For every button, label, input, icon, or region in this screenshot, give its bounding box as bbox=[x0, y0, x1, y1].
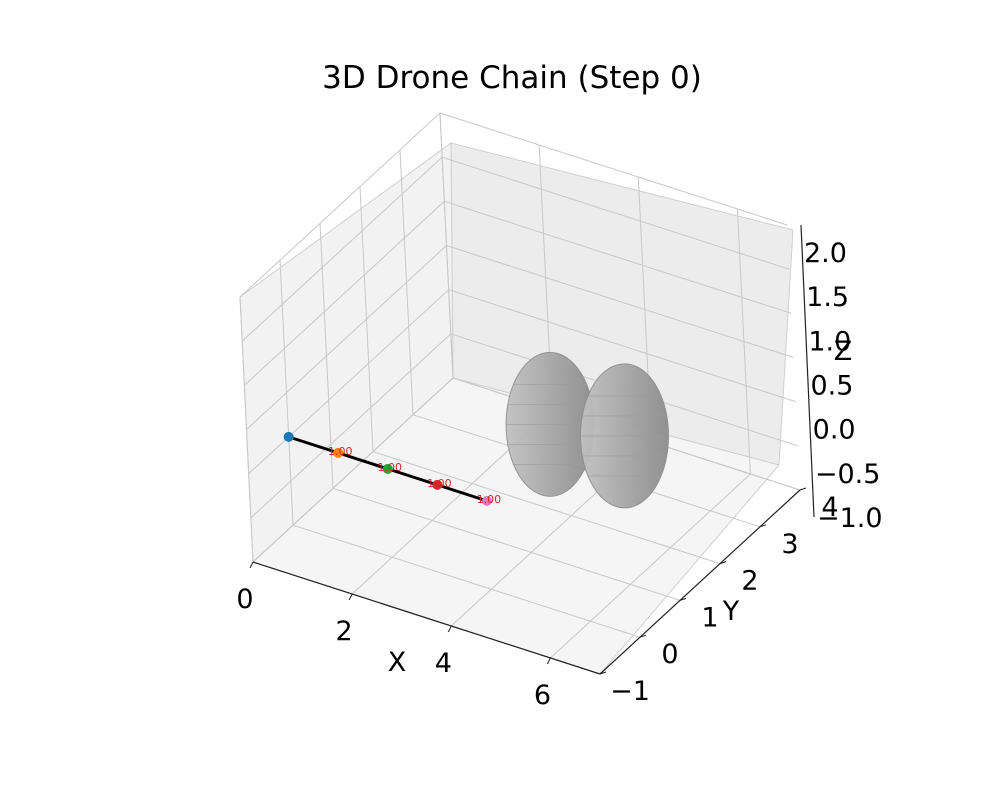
drone-distance-label: 1.00 bbox=[477, 493, 502, 506]
z-tick-label: −0.5 bbox=[815, 459, 881, 490]
x-tick-mark bbox=[447, 625, 452, 633]
drone-point bbox=[333, 447, 344, 458]
y-axis-label: Y bbox=[722, 596, 740, 627]
z-axis-label: Z bbox=[834, 336, 853, 367]
y-tick-label: 4 bbox=[821, 492, 838, 523]
x-tick-label: 0 bbox=[236, 584, 253, 615]
z-tick-label: 0.5 bbox=[811, 371, 854, 402]
y-tick-label: 2 bbox=[741, 566, 758, 597]
grid-line-z bbox=[246, 244, 794, 430]
drone-point bbox=[283, 431, 294, 442]
grid-line-z bbox=[243, 200, 792, 386]
grid-line-y bbox=[332, 487, 681, 601]
y-axis-line bbox=[599, 489, 801, 675]
axis-lines bbox=[252, 224, 815, 675]
grid-line-y bbox=[372, 451, 721, 565]
drone-distance-label: 1.00 bbox=[328, 445, 353, 458]
y-tick-mark bbox=[719, 561, 727, 565]
grid-line-z bbox=[250, 333, 798, 519]
z-axis-line bbox=[800, 224, 815, 518]
drone-distance-label: 1.00 bbox=[427, 477, 452, 490]
x-tick-mark bbox=[348, 593, 353, 601]
x-tick-mark bbox=[546, 657, 551, 665]
y-tick-mark bbox=[679, 597, 687, 601]
grid-line-z bbox=[239, 112, 788, 298]
drone-distance-label: 1.00 bbox=[378, 461, 403, 474]
y-tick-mark bbox=[799, 487, 807, 491]
grid-line-z bbox=[248, 289, 796, 475]
y-tick-label: 1 bbox=[701, 602, 718, 633]
obstacles bbox=[505, 351, 670, 509]
obstacle-ellipsoid bbox=[580, 363, 670, 509]
grid-line-z bbox=[252, 377, 801, 563]
grid-line-y bbox=[292, 524, 641, 638]
drone-point bbox=[481, 495, 492, 506]
grid-line-x bbox=[550, 473, 751, 659]
y-tick-label: −1 bbox=[610, 676, 650, 707]
y-tick-mark bbox=[759, 524, 767, 528]
x-tick-label: 4 bbox=[435, 648, 452, 679]
x-axis-label: X bbox=[388, 647, 407, 678]
y-tick-label: 0 bbox=[661, 639, 678, 670]
chart-title: 3D Drone Chain (Step 0) bbox=[322, 60, 702, 96]
drone-point bbox=[382, 463, 393, 474]
z-tick-label: 0.0 bbox=[813, 415, 856, 446]
x-tick-mark bbox=[249, 561, 254, 569]
x-tick-label: 6 bbox=[534, 680, 551, 711]
drone-chain: 1.00 1.00 1.00 1.00 bbox=[283, 431, 502, 506]
y-tick-mark bbox=[599, 671, 607, 675]
grid-line-z bbox=[241, 156, 790, 342]
obstacle-ellipsoid bbox=[505, 351, 595, 497]
y-tick-mark bbox=[639, 634, 647, 638]
x-axis-line bbox=[252, 561, 601, 675]
y-tick-label: 3 bbox=[781, 529, 798, 560]
z-tick-label: 1.0 bbox=[808, 326, 851, 357]
z-tick-label: 2.0 bbox=[804, 238, 847, 269]
x-tick-label: 2 bbox=[336, 616, 353, 647]
z-tick-label: 1.5 bbox=[806, 282, 849, 313]
z-tick-label: −1.0 bbox=[817, 503, 883, 534]
drone-point bbox=[432, 479, 443, 490]
